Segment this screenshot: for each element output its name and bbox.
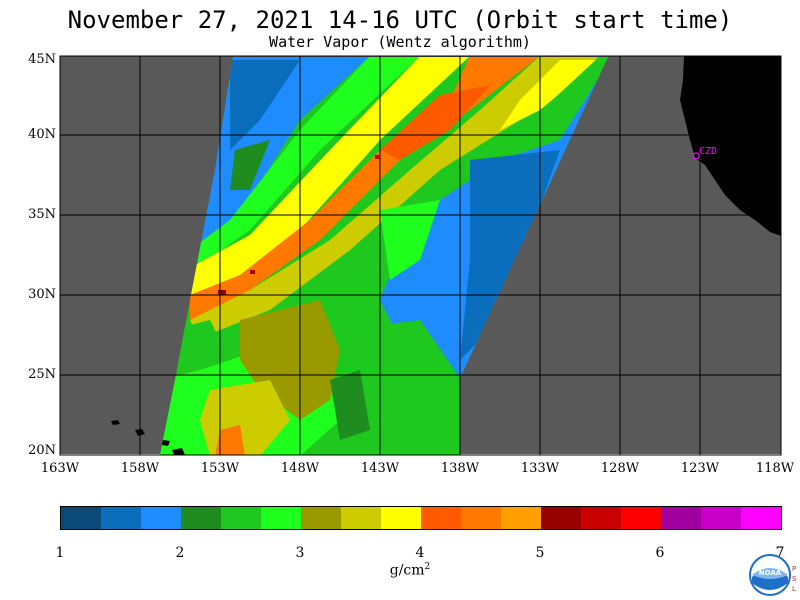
station-label: CZD (699, 146, 718, 157)
psl-logo: P S L (792, 565, 797, 593)
page-subtitle: Water Vapor (Wentz algorithm) (269, 33, 531, 51)
svg-text:P: P (792, 565, 796, 573)
station-marker (692, 152, 700, 160)
colorbar-unit: g/cm2 (380, 562, 440, 579)
lon-label: 118W (755, 461, 795, 476)
colorbar-segment (101, 507, 141, 529)
lon-label: 148W (280, 461, 320, 476)
lon-label: 143W (360, 461, 400, 476)
colorbar-segment (181, 507, 221, 529)
lat-label: 40N (28, 127, 56, 142)
colorbar-segment (541, 507, 581, 529)
unit-superscript: 2 (424, 562, 431, 572)
colorbar-tick-label: 1 (55, 545, 65, 561)
north-america-land (680, 56, 781, 236)
lon-label: 123W (680, 461, 720, 476)
colorbar-segment (661, 507, 701, 529)
lat-label: 35N (28, 207, 56, 222)
lon-label: 133W (520, 461, 560, 476)
noaa-logo-text: NOAA (759, 569, 782, 577)
colorbar-tick-label: 6 (655, 545, 665, 561)
colorbar-tick-label: 7 (775, 545, 785, 561)
colorbar-tick-label: 4 (415, 545, 425, 561)
colorbar-segment (581, 507, 621, 529)
colorbar-segment (421, 507, 461, 529)
colorbar-segment (61, 507, 101, 529)
unit-text: g/cm (389, 562, 425, 579)
hawaii-islands (111, 420, 185, 455)
colorbar-segment (381, 507, 421, 529)
svg-text:L: L (792, 585, 796, 593)
colorbar-tick-label: 5 (535, 545, 545, 561)
colorbar-segment (701, 507, 741, 529)
map-frame (59, 55, 782, 456)
colorbar-segment (741, 507, 781, 529)
color-bar (60, 506, 782, 530)
colorbar-segment (261, 507, 301, 529)
colorbar-segment (461, 507, 501, 529)
lon-label: 153W (200, 461, 240, 476)
colorbar-tick-label: 2 (175, 545, 185, 561)
lon-label: 128W (600, 461, 640, 476)
colorbar-tick-label: 3 (295, 545, 305, 561)
lat-label: 20N (28, 443, 56, 458)
colorbar-segment (221, 507, 261, 529)
noaa-logo: NOAA (749, 554, 791, 596)
page-title: November 27, 2021 14-16 UTC (Orbit start… (67, 6, 733, 34)
lat-label: 25N (28, 367, 56, 382)
colorbar-segment (301, 507, 341, 529)
colorbar-segment (621, 507, 661, 529)
colorbar-segment (141, 507, 181, 529)
lat-lon-grid (60, 56, 781, 455)
lon-label: 158W (120, 461, 160, 476)
lat-label: 45N (28, 52, 56, 67)
colorbar-segment (341, 507, 381, 529)
lon-label: 163W (40, 461, 80, 476)
lon-label: 138W (440, 461, 480, 476)
colorbar-segment (501, 507, 541, 529)
lat-label: 30N (28, 287, 56, 302)
svg-text:S: S (792, 575, 797, 583)
